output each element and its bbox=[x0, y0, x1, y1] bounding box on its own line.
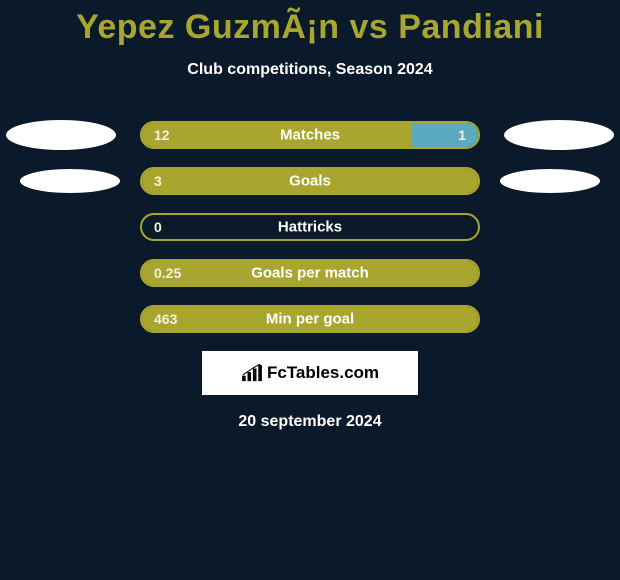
stat-value-right: 1 bbox=[458, 127, 466, 143]
page-subtitle: Club competitions, Season 2024 bbox=[0, 61, 620, 79]
stat-value-left: 0 bbox=[154, 219, 162, 235]
stat-bar: 3 Goals bbox=[140, 167, 480, 195]
stat-value-left: 12 bbox=[154, 127, 170, 143]
stat-bar: 12 1 Matches bbox=[140, 121, 480, 149]
stat-row: 463 Min per goal bbox=[0, 305, 620, 333]
player-avatar-left bbox=[6, 120, 116, 150]
stat-row: 12 1 Matches bbox=[0, 121, 620, 149]
stat-label: Min per goal bbox=[266, 311, 354, 328]
stat-label: Hattricks bbox=[278, 219, 342, 236]
stat-bar: 0 Hattricks bbox=[140, 213, 480, 241]
chart-icon bbox=[241, 364, 263, 382]
stat-value-left: 0.25 bbox=[154, 265, 181, 281]
stat-row: 3 Goals bbox=[0, 167, 620, 195]
stat-row: 0 Hattricks bbox=[0, 213, 620, 241]
player-avatar-left bbox=[20, 169, 120, 193]
player-avatar-right bbox=[504, 120, 614, 150]
player-avatar-right bbox=[500, 169, 600, 193]
stat-label: Goals bbox=[289, 173, 331, 190]
page-title: Yepez GuzmÃ¡n vs Pandiani bbox=[0, 0, 620, 47]
stat-row: 0.25 Goals per match bbox=[0, 259, 620, 287]
bar-fill-right bbox=[412, 123, 478, 147]
stat-value-left: 463 bbox=[154, 311, 177, 327]
brand-box[interactable]: FcTables.com bbox=[202, 351, 418, 395]
stat-value-left: 3 bbox=[154, 173, 162, 189]
stats-area: 12 1 Matches 3 Goals 0 Hattricks 0.25 Goals per … bbox=[0, 121, 620, 333]
stat-label: Matches bbox=[280, 127, 340, 144]
stat-bar: 0.25 Goals per match bbox=[140, 259, 480, 287]
date-line: 20 september 2024 bbox=[0, 413, 620, 431]
bar-fill-left bbox=[142, 123, 412, 147]
brand-text: FcTables.com bbox=[267, 363, 379, 383]
stat-label: Goals per match bbox=[251, 265, 369, 282]
stat-bar: 463 Min per goal bbox=[140, 305, 480, 333]
